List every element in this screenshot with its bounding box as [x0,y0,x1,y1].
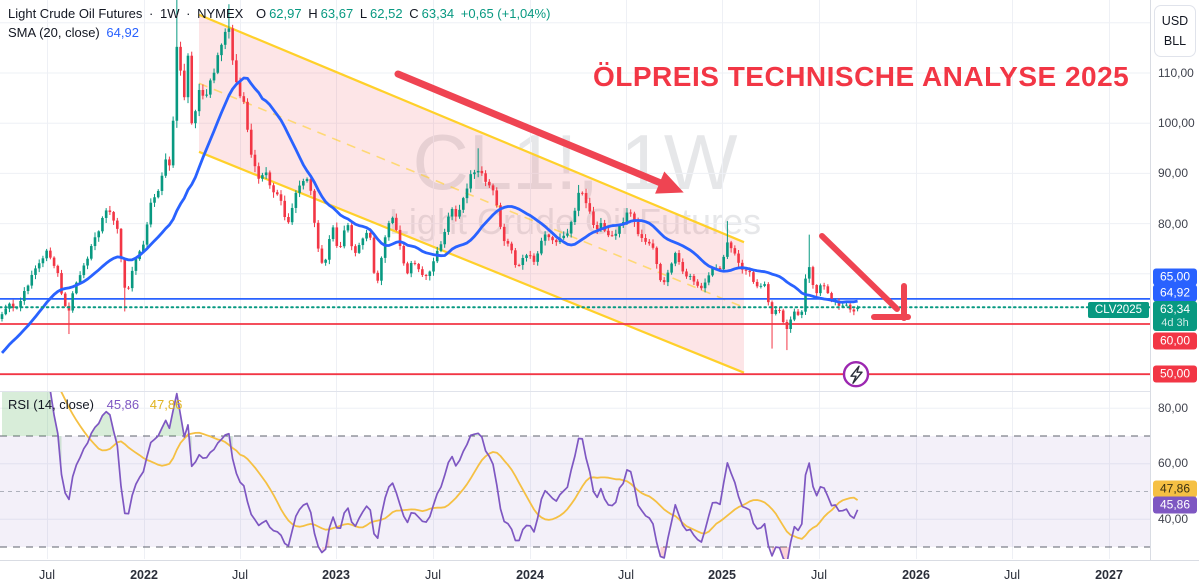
open-label: O [255,6,267,21]
rsi-axis-label: 40,00 [1158,512,1189,526]
rsi-legend[interactable]: RSI (14, close) 45,86 47,86 [8,397,185,412]
time-axis-label: 2025 [708,568,736,582]
countdown-timer: 4d 3h [1161,317,1189,329]
rsi-axis-label: 60,00 [1158,456,1189,470]
rsi-axis-badge: 45,86 [1153,496,1197,514]
lightning-marker [842,361,870,388]
exchange-label: NYMEX [197,6,244,21]
price-axis-badge: 64,92 [1153,284,1197,302]
time-axis-label: Jul [618,568,634,582]
close-label: C [409,6,419,21]
time-axis-label: 2024 [516,568,544,582]
trend-channel [198,13,745,374]
low-value: 62,52 [370,6,403,21]
candlestick-series [0,0,859,351]
change-value: +0,65 (+1,04%) [460,6,551,21]
open-value: 62,97 [269,6,302,21]
contract-price-label: CLV2025 [1087,302,1149,318]
price-level-lines [0,297,1150,376]
price-axis-label: 110,00 [1158,66,1194,80]
time-axis-label: Jul [1004,568,1020,582]
interval-label[interactable]: 1W [160,6,180,21]
rsi-ma-value: 47,86 [149,397,183,412]
rsi-axis-badge: 47,86 [1153,480,1197,498]
time-axis-label: 2022 [130,568,158,582]
rsi-label[interactable]: RSI (14, close) [8,397,94,412]
rsi-value: 45,86 [106,397,140,412]
high-value: 63,67 [320,6,354,21]
unit-toggle[interactable]: USD BLL [1154,5,1196,57]
price-axis-badge: 65,00 [1153,268,1197,286]
close-value: 63,34 [421,6,455,21]
annotation-arrows [394,70,911,321]
unit-button[interactable]: BLL [1163,34,1187,48]
sma-legend[interactable]: SMA (20, close) 64,92 [8,25,142,40]
symbol-title[interactable]: Light Crude Oil Futures [8,6,143,21]
time-axis-label: Jul [811,568,827,582]
annotation-title[interactable]: ÖLPREIS TECHNISCHE ANALYSE 2025 [593,61,1130,92]
time-axis[interactable]: Jul 2022 Jul 2023 Jul 2024 Jul 2025 Jul 2026 Jul 20… [0,560,1199,588]
price-axis-badge: 63,34 4d 3h [1153,301,1197,331]
grid-lines [0,0,1150,559]
currency-button[interactable]: USD [1161,14,1189,28]
sma-line [0,76,858,354]
sma-value: 64,92 [106,25,139,40]
price-axis-label: 100,00 [1158,116,1195,130]
time-axis-label: Jul [39,568,55,582]
rsi-axis-label: 80,00 [1158,401,1189,415]
price-axis-badge: 50,00 [1153,365,1197,383]
sma-label[interactable]: SMA (20, close) [8,25,100,40]
legend-separator: · [186,6,191,21]
time-axis-label: 2026 [902,568,930,582]
price-axis-label: 90,00 [1158,166,1189,180]
symbol-legend[interactable]: Light Crude Oil Futures · 1W · NYMEX O 62… [8,6,553,21]
low-label: L [359,6,368,21]
time-axis-label: 2023 [322,568,350,582]
legend-separator: · [149,6,154,21]
time-axis-label: Jul [425,568,441,582]
high-label: H [308,6,318,21]
price-axis-label: 80,00 [1158,217,1189,231]
price-axis[interactable]: USD BLL 110,00 100,00 90,00 80,00 65,00 64,92… [1150,0,1199,560]
time-axis-label: 2027 [1095,568,1123,582]
price-axis-badge: 60,00 [1153,332,1197,350]
time-axis-label: Jul [232,568,248,582]
rsi-pane [0,392,1150,559]
price-chart-canvas[interactable] [0,0,1150,560]
